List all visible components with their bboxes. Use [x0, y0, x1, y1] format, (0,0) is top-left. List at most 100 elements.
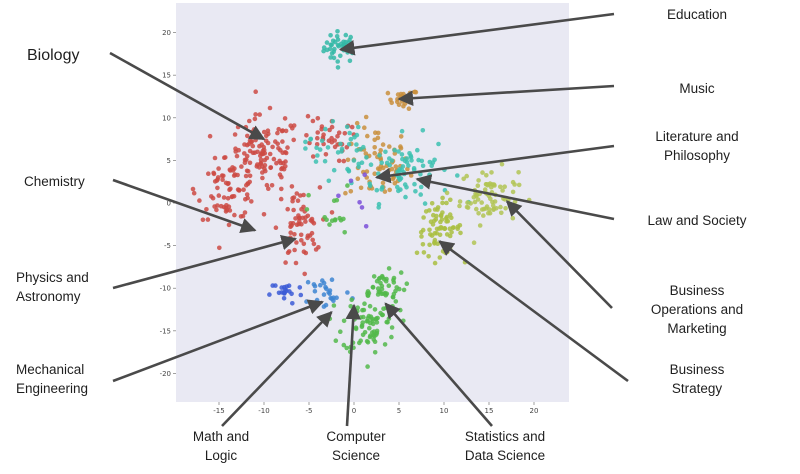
- point-business-operations-and-marketing: [487, 181, 493, 186]
- point-biology: [262, 157, 268, 163]
- point-other: [326, 178, 332, 184]
- point-law-and-society: [379, 187, 384, 192]
- point-law-and-society: [406, 163, 411, 168]
- point-business-operations-and-marketing: [479, 207, 485, 212]
- arrow-law-and-society: [415, 174, 615, 221]
- label-education: Education: [667, 7, 727, 22]
- point-chemistry: [191, 190, 197, 196]
- point-statistics-and-data-science: [401, 287, 407, 293]
- point-chemistry: [227, 208, 233, 213]
- point-biology: [255, 149, 260, 155]
- point-literature-and-philosophy: [362, 125, 367, 130]
- x-tick-label: 15: [485, 407, 494, 415]
- point-law-and-society: [317, 147, 323, 152]
- point-literature-and-philosophy: [386, 168, 392, 173]
- point-law-and-society: [368, 162, 374, 167]
- point-biology: [244, 157, 249, 162]
- point-biology: [243, 173, 249, 179]
- point-biology: [268, 165, 273, 171]
- point-business-strategy: [429, 201, 435, 206]
- point-biology: [279, 174, 284, 180]
- arrow-literature-and-philosophy: [374, 144, 615, 184]
- point-law-and-society: [376, 171, 381, 176]
- point-education: [350, 50, 355, 56]
- point-other: [357, 200, 362, 205]
- point-other: [342, 131, 348, 136]
- point-chemistry: [243, 197, 248, 202]
- point-biology: [253, 89, 258, 94]
- point-chemistry: [212, 179, 218, 184]
- point-law-and-society: [397, 167, 402, 172]
- arrow-physics-and-astronomy: [112, 234, 298, 290]
- point-business-operations-and-marketing: [480, 170, 485, 175]
- point-business-strategy: [423, 209, 429, 214]
- point-biology: [247, 138, 253, 144]
- point-other: [354, 142, 359, 147]
- point-statistics-and-data-science: [398, 270, 404, 275]
- point-other: [348, 136, 354, 142]
- point-statistics-and-data-science: [386, 266, 392, 271]
- point-business-operations-and-marketing: [487, 210, 493, 216]
- point-other: [344, 124, 350, 130]
- point-chemistry: [209, 194, 214, 199]
- point-other: [356, 161, 362, 167]
- y-tick-label: 5: [167, 157, 171, 165]
- point-business-operations-and-marketing: [465, 205, 471, 210]
- point-literature-and-philosophy: [355, 176, 361, 181]
- label-mechanical-engineering: Mechanical Engineering: [16, 362, 88, 396]
- point-other: [347, 130, 352, 136]
- point-other: [315, 153, 320, 158]
- point-computer-science: [384, 319, 390, 325]
- point-statistics-and-data-science: [371, 274, 377, 279]
- annotation-labels: Education Music Literature and Philosophy La…: [16, 7, 747, 463]
- point-chemistry: [221, 195, 227, 200]
- point-education: [321, 48, 326, 54]
- point-business-operations-and-marketing: [489, 170, 494, 175]
- point-physics-and-astronomy: [298, 232, 304, 238]
- point-literature-and-philosophy: [363, 114, 369, 120]
- point-business-strategy: [439, 217, 445, 222]
- point-computer-science: [370, 330, 375, 335]
- point-chemistry: [220, 177, 225, 182]
- point-other: [356, 124, 361, 130]
- point-other: [362, 172, 368, 177]
- point-math-and-logic: [304, 299, 309, 304]
- point-math-and-logic: [334, 295, 339, 301]
- point-business-operations-and-marketing: [481, 213, 486, 218]
- point-other: [332, 138, 338, 143]
- point-education: [328, 42, 334, 48]
- point-chemistry: [234, 153, 240, 159]
- point-physics-and-astronomy: [273, 225, 279, 230]
- point-statistics-and-data-science: [391, 275, 397, 281]
- point-biology: [266, 186, 271, 191]
- point-biology: [250, 150, 256, 156]
- point-education: [335, 65, 341, 70]
- point-physics-and-astronomy: [329, 210, 335, 215]
- point-biology: [278, 160, 284, 166]
- point-business-strategy: [433, 217, 439, 222]
- point-other: [329, 124, 335, 130]
- point-literature-and-philosophy: [387, 187, 393, 193]
- point-law-and-society: [413, 189, 418, 194]
- point-other: [330, 119, 336, 124]
- y-tick-label: 20: [162, 29, 171, 37]
- point-law-and-society: [403, 194, 408, 200]
- point-music: [385, 90, 391, 96]
- point-biology: [222, 155, 227, 160]
- point-biology: [275, 130, 280, 136]
- point-business-operations-and-marketing: [457, 203, 462, 209]
- point-business-operations-and-marketing: [490, 203, 496, 208]
- point-business-strategy: [444, 232, 450, 237]
- point-literature-and-philosophy: [373, 130, 378, 135]
- point-biology: [271, 156, 277, 162]
- point-other: [336, 158, 342, 164]
- y-tick-label: -10: [160, 285, 171, 293]
- point-literature-and-philosophy: [354, 120, 360, 126]
- point-literature-and-philosophy: [375, 135, 381, 141]
- point-law-and-society: [398, 176, 404, 181]
- point-business-operations-and-marketing: [500, 188, 505, 193]
- point-chemistry: [227, 187, 232, 192]
- point-other: [341, 216, 346, 222]
- point-biology: [279, 128, 285, 134]
- point-physics-and-astronomy: [310, 237, 316, 243]
